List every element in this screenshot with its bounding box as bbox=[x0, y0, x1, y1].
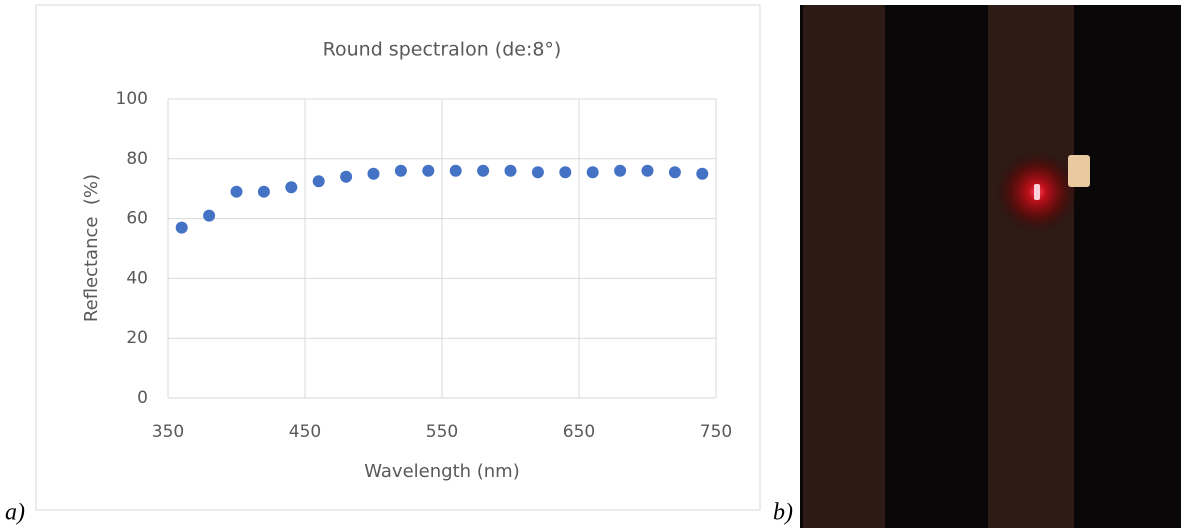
data-point bbox=[422, 164, 435, 177]
panel-label: a) bbox=[5, 500, 25, 526]
y-tick-label: 20 bbox=[126, 328, 148, 348]
x-tick-label: 550 bbox=[426, 422, 458, 442]
data-point bbox=[285, 181, 298, 194]
x-tick-label: 350 bbox=[152, 422, 184, 442]
data-point bbox=[641, 164, 654, 177]
data-point bbox=[504, 164, 517, 177]
y-tick-label: 80 bbox=[126, 149, 148, 169]
data-point bbox=[257, 185, 270, 198]
data-point bbox=[367, 167, 380, 180]
data-point bbox=[477, 164, 490, 177]
data-point bbox=[668, 166, 681, 179]
x-tick-label: 750 bbox=[700, 422, 732, 442]
data-point bbox=[340, 170, 353, 183]
data-point bbox=[175, 221, 188, 234]
data-point bbox=[449, 164, 462, 177]
data-point bbox=[696, 167, 709, 180]
x-axis-title: Wavelength (nm) bbox=[364, 461, 520, 482]
x-tick-label: 450 bbox=[289, 422, 321, 442]
chart-frame bbox=[35, 4, 761, 511]
data-point bbox=[230, 185, 243, 198]
y-tick-label: 100 bbox=[116, 89, 148, 109]
data-point bbox=[586, 166, 599, 179]
photo bbox=[800, 5, 1181, 528]
data-point bbox=[531, 166, 544, 179]
x-tick-label: 650 bbox=[563, 422, 595, 442]
chart: Round spectralon (de:8°) Wavelength (nm)… bbox=[81, 39, 732, 483]
chart-title: Round spectralon (de:8°) bbox=[323, 39, 562, 61]
data-point bbox=[614, 164, 627, 177]
data-point bbox=[203, 209, 216, 222]
y-tick-label: 40 bbox=[126, 268, 148, 288]
y-tick-label: 0 bbox=[137, 388, 148, 408]
data-point bbox=[394, 164, 407, 177]
data-point bbox=[559, 166, 572, 179]
data-point bbox=[312, 175, 325, 188]
panel-label: b) bbox=[773, 500, 793, 526]
y-tick-label: 60 bbox=[126, 209, 148, 229]
y-axis-title: Reflectance (%) bbox=[81, 174, 102, 322]
